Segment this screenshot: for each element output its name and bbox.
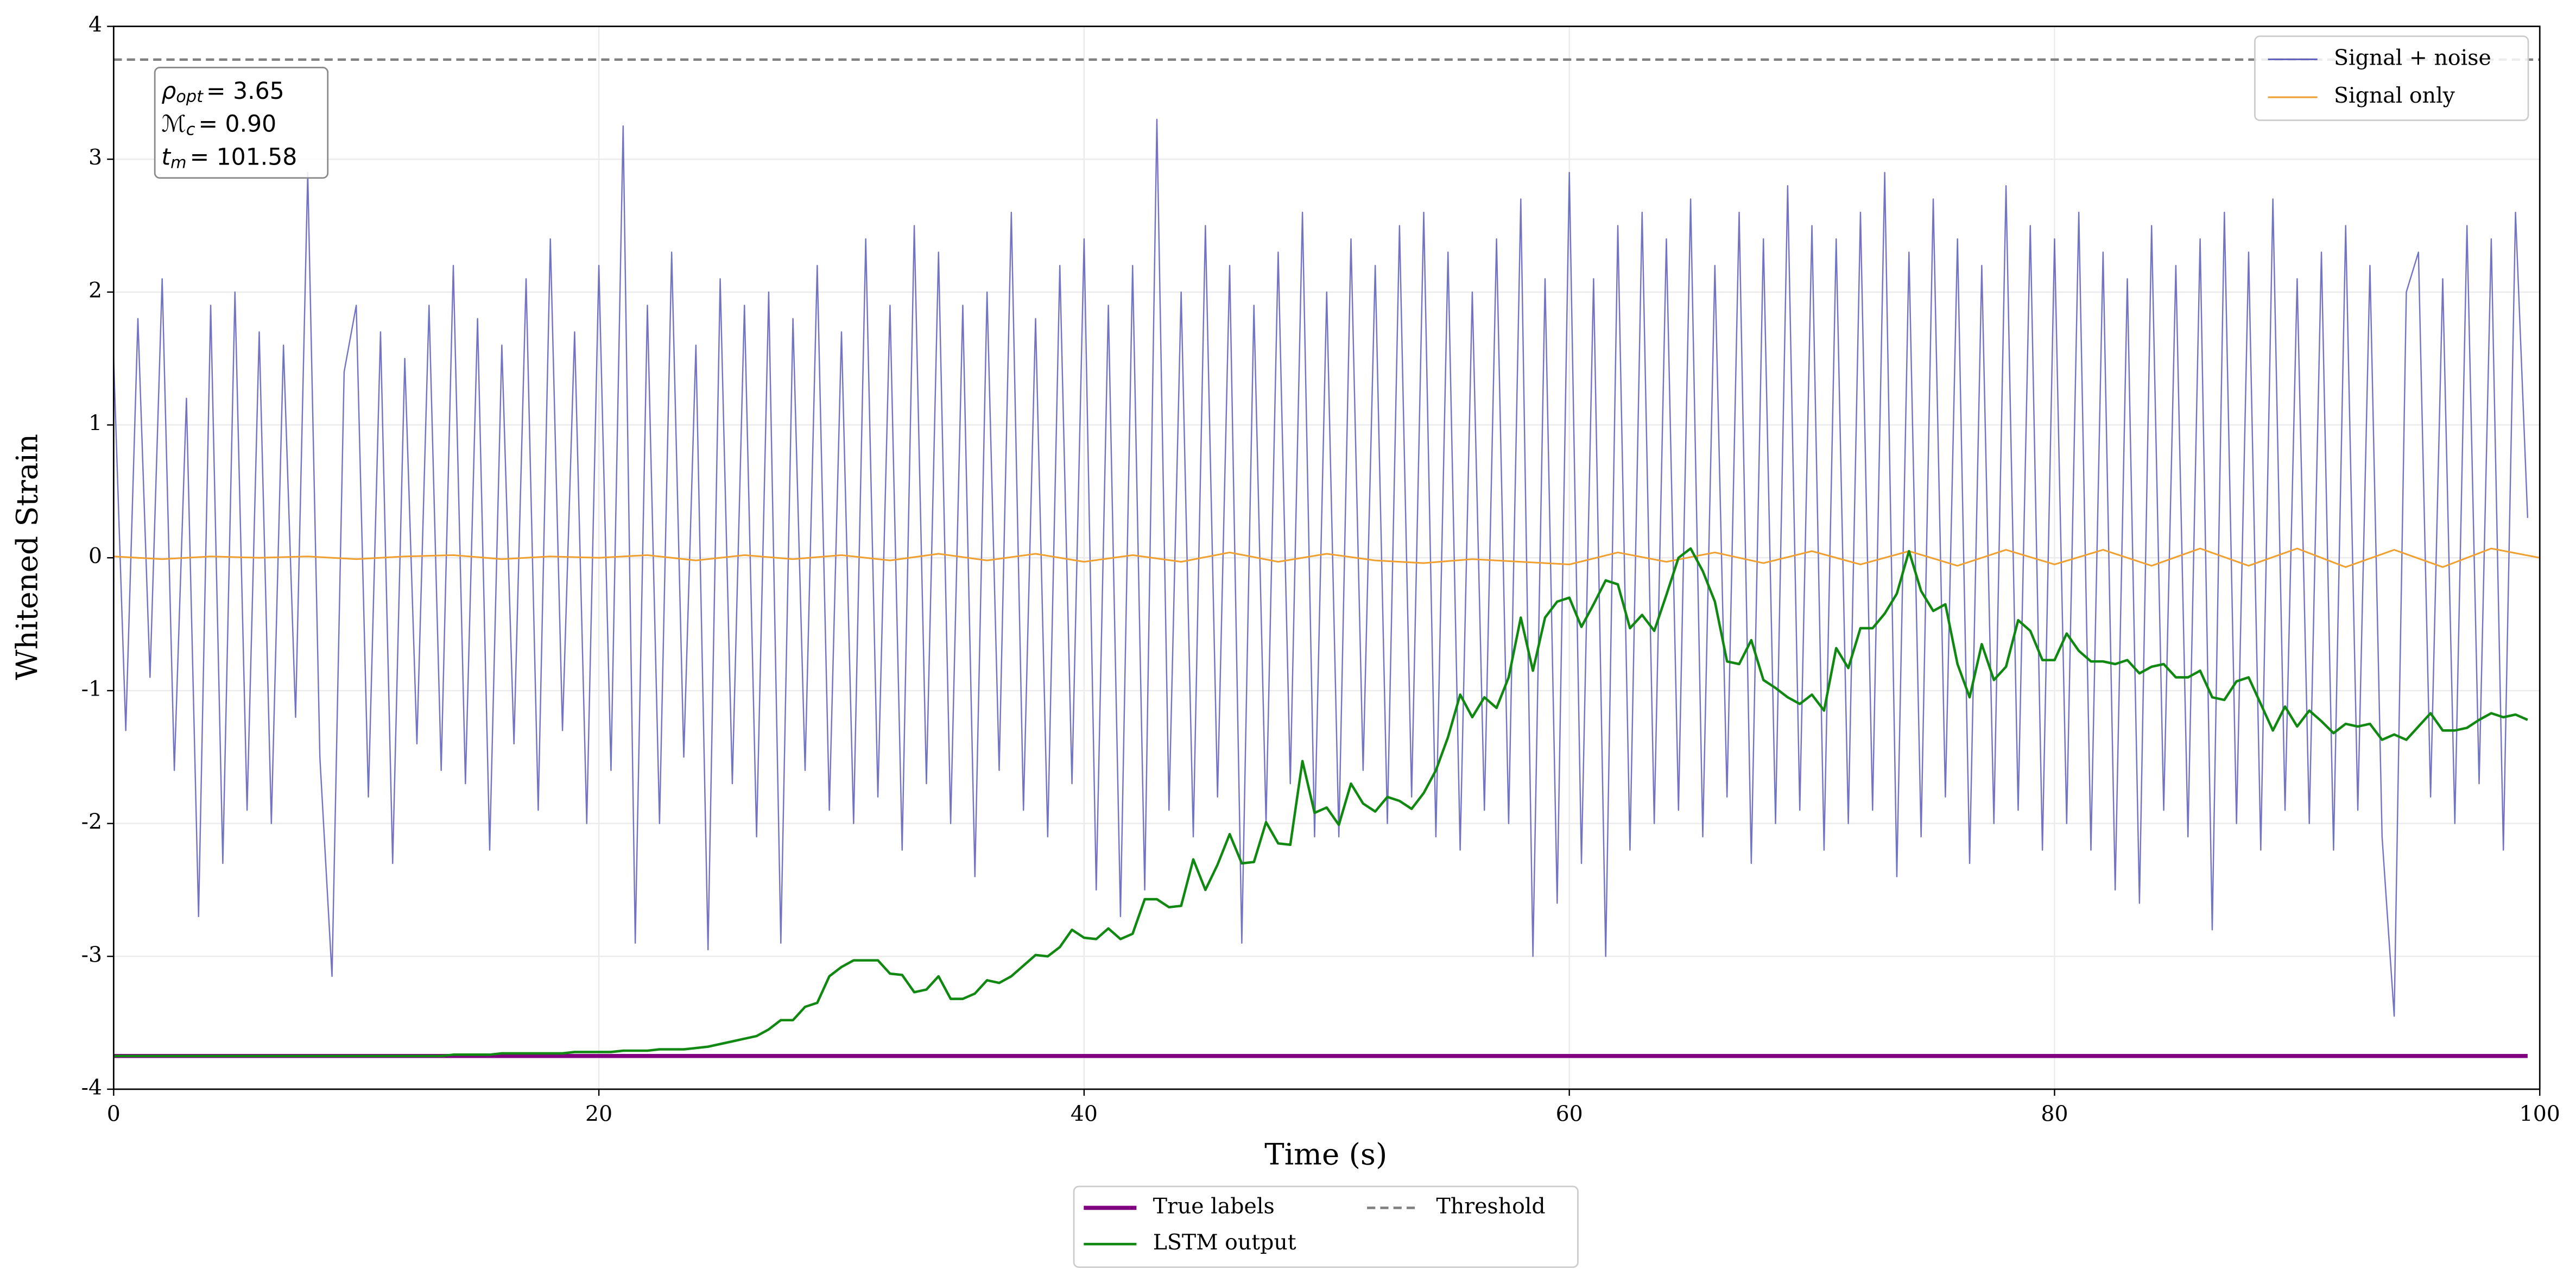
annotation-value: = 0.90: [198, 111, 276, 137]
legend-frame: [2254, 35, 2529, 121]
annotation-subscript: opt: [176, 87, 204, 106]
annotation-symbol: ℳ: [161, 111, 186, 137]
legend-frame: [1073, 1185, 1579, 1268]
legend: True labels LSTM output Threshold: [1073, 1185, 1579, 1268]
plot-frame: [112, 26, 2541, 1090]
x-axis-label: Time (s): [1264, 1136, 1387, 1171]
x-tick-label: 40: [1071, 1101, 1098, 1126]
annotation-text: tm = 101.58: [161, 144, 297, 172]
y-tick-label: 3: [88, 145, 102, 170]
y-tick-label: 4: [88, 12, 102, 37]
series-line: [113, 547, 2528, 1058]
legend-label: Threshold: [1436, 1193, 1546, 1218]
annotation-symbol: t: [161, 144, 171, 170]
annotation-subscript: m: [170, 153, 187, 172]
x-tick-label: 20: [585, 1101, 612, 1126]
y-tick-label: -3: [81, 942, 102, 967]
x-tick-label: 0: [107, 1101, 121, 1126]
legend-label: Signal only: [2334, 83, 2455, 108]
y-tick-label: 1: [88, 411, 102, 436]
series-line: [113, 118, 2529, 1017]
annotation-symbol: ρ: [161, 78, 176, 104]
annotation-text: ℳc = 0.90: [161, 111, 276, 139]
y-tick-label: -2: [81, 810, 102, 835]
annotation-box: ρopt = 3.65 ℳc = 0.90 tm = 101.58: [154, 67, 329, 179]
series-line: [113, 547, 2540, 568]
x-tick-label: 100: [2520, 1101, 2560, 1126]
y-tick-label: -4: [81, 1075, 102, 1100]
y-tick-label: 0: [88, 544, 102, 569]
annotation-value: = 101.58: [190, 144, 298, 170]
y-axis-label: Whitened Strain: [10, 434, 45, 680]
x-tick-label: 80: [2041, 1101, 2068, 1126]
legend-label: Signal + noise: [2334, 45, 2491, 70]
legend-label: LSTM output: [1153, 1230, 1296, 1255]
y-tick-label: -1: [81, 677, 102, 702]
annotation-text: ρopt = 3.65: [161, 78, 284, 106]
x-tick-label: 60: [1556, 1101, 1583, 1126]
legend-label: True labels: [1153, 1193, 1275, 1218]
annotation-value: = 3.65: [206, 78, 284, 104]
annotation-subscript: c: [186, 120, 195, 139]
annotation-frame: [154, 67, 329, 179]
y-tick-label: 2: [88, 278, 102, 303]
legend: Signal + noise Signal only: [2254, 35, 2529, 121]
